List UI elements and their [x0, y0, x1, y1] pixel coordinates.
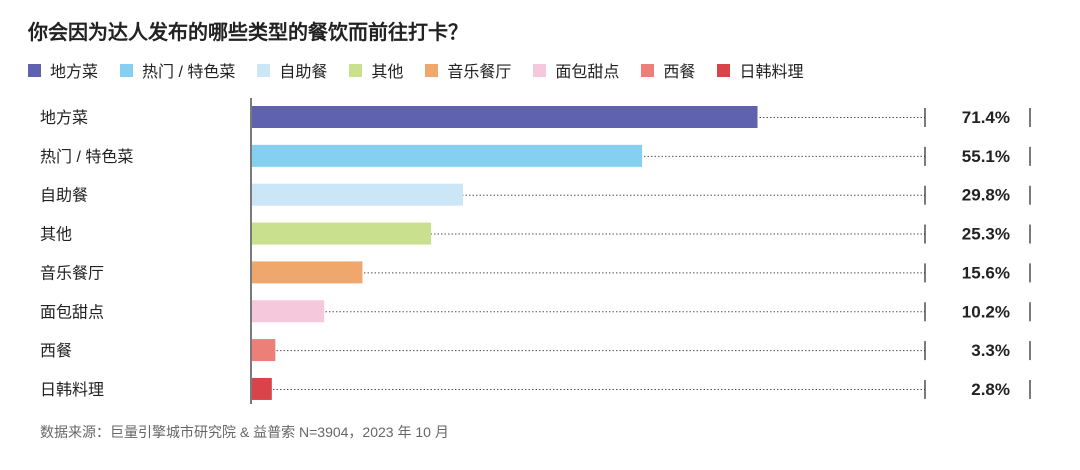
legend-label: 地方菜: [50, 64, 99, 81]
legend-label: 热门 / 特色菜: [142, 64, 236, 81]
legend-swatch: [120, 63, 134, 77]
bar: [252, 183, 463, 206]
data-source-note: 数据来源：巨量引擎城市研究院 & 益普索 N=3904，2023 年 10 月: [40, 424, 449, 440]
legend-item: 热门 / 特色菜: [120, 58, 235, 82]
legend-item: 面包甜点: [533, 58, 619, 82]
value-label: 25.3%: [962, 225, 1010, 244]
legend-label: 音乐餐厅: [447, 64, 512, 81]
legend-item: 西餐: [641, 58, 695, 82]
category-label: 地方菜: [40, 109, 88, 127]
legend-label: 自助餐: [279, 64, 328, 81]
legend-swatch: [349, 63, 363, 77]
legend-label: 面包甜点: [555, 64, 620, 81]
category-label: 其他: [40, 226, 72, 244]
bar: [252, 261, 363, 284]
category-label: 西餐: [40, 342, 72, 360]
value-label: 2.8%: [971, 380, 1010, 399]
category-label: 音乐餐厅: [40, 264, 104, 282]
legend-label: 日韩料理: [739, 64, 804, 81]
bar: [252, 144, 643, 167]
legend-swatch: [533, 63, 547, 77]
legend-swatch: [28, 63, 41, 77]
chart-title: 你会因为达人发布的哪些类型的餐饮而前往打卡？: [28, 22, 468, 44]
value-label: 29.8%: [962, 186, 1010, 205]
category-label: 热门 / 特色菜: [40, 148, 133, 166]
legend-swatch: [717, 63, 731, 77]
value-label: 3.3%: [971, 341, 1010, 360]
legend-swatch: [257, 63, 271, 77]
legend-label: 其他: [371, 64, 404, 81]
legend-swatch: [641, 63, 655, 77]
bar: [252, 300, 325, 323]
legend-item: 自助餐: [257, 58, 327, 82]
bar: [252, 339, 276, 362]
chart-legend: 地方菜 热门 / 特色菜 自助餐 其他 音乐餐厅 面包甜点 西餐 日韩料理: [28, 58, 825, 82]
legend-label: 西餐: [663, 64, 696, 81]
category-label: 自助餐: [40, 187, 88, 205]
legend-item: 日韩料理: [717, 58, 803, 82]
category-label: 日韩料理: [40, 381, 104, 399]
legend-item: 地方菜: [28, 58, 98, 82]
value-label: 71.4%: [962, 108, 1010, 127]
category-label: 面包甜点: [40, 303, 104, 321]
legend-item: 其他: [349, 58, 403, 82]
bar: [252, 222, 432, 245]
legend-swatch: [425, 63, 439, 77]
legend-item: 音乐餐厅: [425, 58, 511, 82]
value-label: 55.1%: [962, 147, 1010, 166]
bar: [252, 377, 272, 400]
value-label: 10.2%: [962, 302, 1010, 321]
bar: [252, 106, 758, 128]
value-label: 15.6%: [962, 263, 1010, 282]
